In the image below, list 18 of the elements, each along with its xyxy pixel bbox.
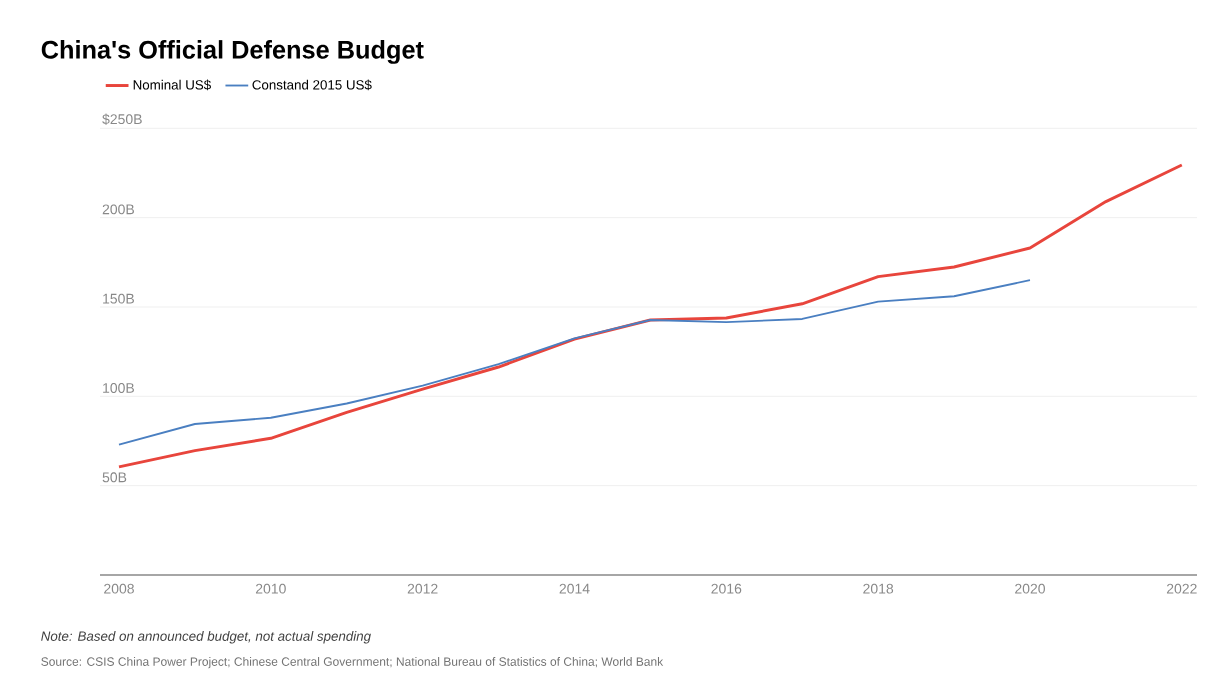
x-tick-label: 2010 xyxy=(255,583,286,594)
y-tick-label: 200B xyxy=(102,204,134,215)
y-tick-label: 100B xyxy=(103,383,134,393)
legend-label: Nominal US$ xyxy=(133,79,211,91)
legend-label: Constand 2015 US$ xyxy=(252,79,372,91)
x-tick-label: 2016 xyxy=(711,583,742,594)
y-tick-label: 50B xyxy=(102,472,127,483)
chart-title: China's Official Defense Budget xyxy=(41,40,424,64)
x-tick-label: 2020 xyxy=(1015,583,1045,594)
x-tick-label: 2022 xyxy=(1166,583,1197,594)
x-tick-label: 2012 xyxy=(407,583,438,594)
x-tick-label: 2014 xyxy=(559,583,590,594)
y-tick-label: 150B xyxy=(103,293,134,304)
y-tick-label: $250B xyxy=(102,113,142,125)
x-tick-label: 2008 xyxy=(104,583,134,594)
x-tick-label: 2018 xyxy=(863,583,894,594)
text: Note: Based on announced budget, not actual spending xyxy=(41,631,371,644)
source-note: Source: CSIS China Power Project; Chinese Central Government; National Bureau of Statistics of China; World Bank xyxy=(41,657,664,669)
